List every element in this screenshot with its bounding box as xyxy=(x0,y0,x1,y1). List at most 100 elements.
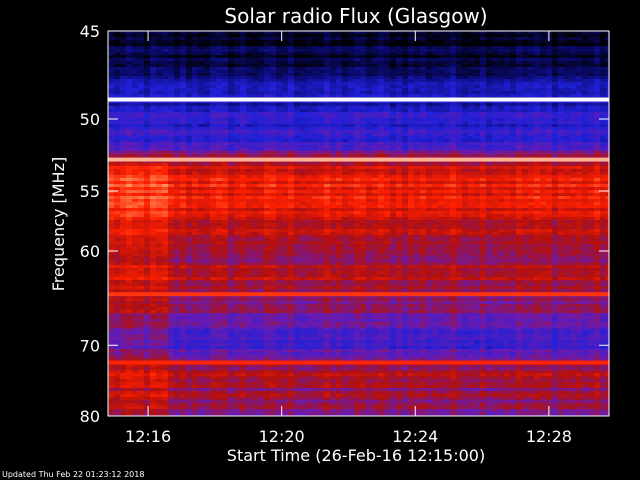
heatmap-cell xyxy=(258,34,264,37)
heatmap-cell xyxy=(240,52,246,55)
heatmap-cell xyxy=(186,139,192,142)
heatmap-cell xyxy=(408,124,414,127)
heatmap-cell xyxy=(150,190,156,193)
heatmap-cell xyxy=(582,142,588,145)
heatmap-cell xyxy=(120,106,126,109)
heatmap-cell xyxy=(294,184,300,187)
heatmap-cell xyxy=(396,94,402,97)
heatmap-cell xyxy=(426,136,432,139)
heatmap-cell xyxy=(228,172,234,175)
heatmap-cell xyxy=(438,34,444,37)
heatmap-cell xyxy=(420,181,426,184)
heatmap-cell xyxy=(492,145,498,148)
heatmap-cell xyxy=(282,88,288,91)
heatmap-cell xyxy=(444,55,450,58)
heatmap-cell xyxy=(180,151,186,154)
heatmap-cell xyxy=(432,55,438,58)
heatmap-cell xyxy=(150,106,156,109)
heatmap-cell xyxy=(498,52,504,55)
heatmap-cell xyxy=(108,43,114,46)
heatmap-cell xyxy=(270,184,276,187)
heatmap-cell xyxy=(588,109,594,112)
heatmap-cell xyxy=(240,37,246,40)
heatmap-cell xyxy=(270,148,276,151)
heatmap-cell xyxy=(492,79,498,82)
heatmap-cell xyxy=(306,109,312,112)
heatmap-cell xyxy=(192,208,198,211)
heatmap-cell xyxy=(252,49,258,52)
heatmap-cell xyxy=(126,169,132,172)
heatmap-cell xyxy=(276,121,282,124)
heatmap-cell xyxy=(108,151,114,154)
heatmap-cell xyxy=(360,73,366,76)
heatmap-cell xyxy=(186,43,192,46)
heatmap-cell xyxy=(594,196,600,199)
heatmap-cell xyxy=(198,175,204,178)
heatmap-cell xyxy=(240,31,246,34)
heatmap-cell xyxy=(372,145,378,148)
heatmap-cell xyxy=(336,175,342,178)
heatmap-cell xyxy=(510,136,516,139)
heatmap-cell xyxy=(438,118,444,121)
heatmap-cell xyxy=(438,85,444,88)
heatmap-cell xyxy=(180,148,186,151)
heatmap-cell xyxy=(120,139,126,142)
heatmap-cell xyxy=(480,130,486,133)
heatmap-cell xyxy=(462,49,468,52)
heatmap-cell xyxy=(276,61,282,64)
heatmap-cell xyxy=(414,40,420,43)
heatmap-cell xyxy=(330,52,336,55)
heatmap-cell xyxy=(606,31,609,34)
heatmap-cell xyxy=(492,70,498,73)
heatmap-cell xyxy=(600,169,606,172)
heatmap-cell xyxy=(318,154,324,157)
heatmap-cell xyxy=(192,202,198,205)
heatmap-cell xyxy=(576,67,582,70)
heatmap-cell xyxy=(498,205,504,208)
heatmap-cell xyxy=(120,178,126,181)
heatmap-cell xyxy=(444,190,450,193)
heatmap-cell xyxy=(396,112,402,115)
heatmap-cell xyxy=(156,52,162,55)
heatmap-cell xyxy=(468,154,474,157)
heatmap-cell xyxy=(402,52,408,55)
heatmap-cell xyxy=(432,64,438,67)
heatmap-cell xyxy=(432,166,438,169)
heatmap-cell xyxy=(126,130,132,133)
heatmap-cell xyxy=(588,67,594,70)
heatmap-cell xyxy=(330,169,336,172)
heatmap-cell xyxy=(270,85,276,88)
heatmap-cell xyxy=(378,40,384,43)
heatmap-cell xyxy=(552,79,558,82)
heatmap-cell xyxy=(324,175,330,178)
heatmap-cell xyxy=(570,85,576,88)
heatmap-cell xyxy=(516,88,522,91)
heatmap-cell xyxy=(204,139,210,142)
heatmap-cell xyxy=(480,142,486,145)
heatmap-cell xyxy=(288,37,294,40)
heatmap-cell xyxy=(534,205,540,208)
heatmap-cell xyxy=(138,70,144,73)
heatmap-cell xyxy=(432,34,438,37)
heatmap-cell xyxy=(162,106,168,109)
heatmap-cell xyxy=(396,91,402,94)
heatmap-cell xyxy=(564,142,570,145)
heatmap-cell xyxy=(336,205,342,208)
heatmap-cell xyxy=(384,61,390,64)
heatmap-cell xyxy=(576,184,582,187)
heatmap-cell xyxy=(174,64,180,67)
heatmap-cell xyxy=(300,82,306,85)
heatmap-cell xyxy=(414,76,420,79)
heatmap-cell xyxy=(504,199,510,202)
heatmap-cell xyxy=(522,67,528,70)
heatmap-cell xyxy=(516,85,522,88)
heatmap-cell xyxy=(210,196,216,199)
heatmap-cell xyxy=(342,76,348,79)
heatmap-cell xyxy=(516,172,522,175)
heatmap-cell xyxy=(390,52,396,55)
heatmap-cell xyxy=(204,79,210,82)
heatmap-cell xyxy=(216,145,222,148)
heatmap-cell xyxy=(324,154,330,157)
heatmap-cell xyxy=(180,70,186,73)
heatmap-cell xyxy=(564,184,570,187)
